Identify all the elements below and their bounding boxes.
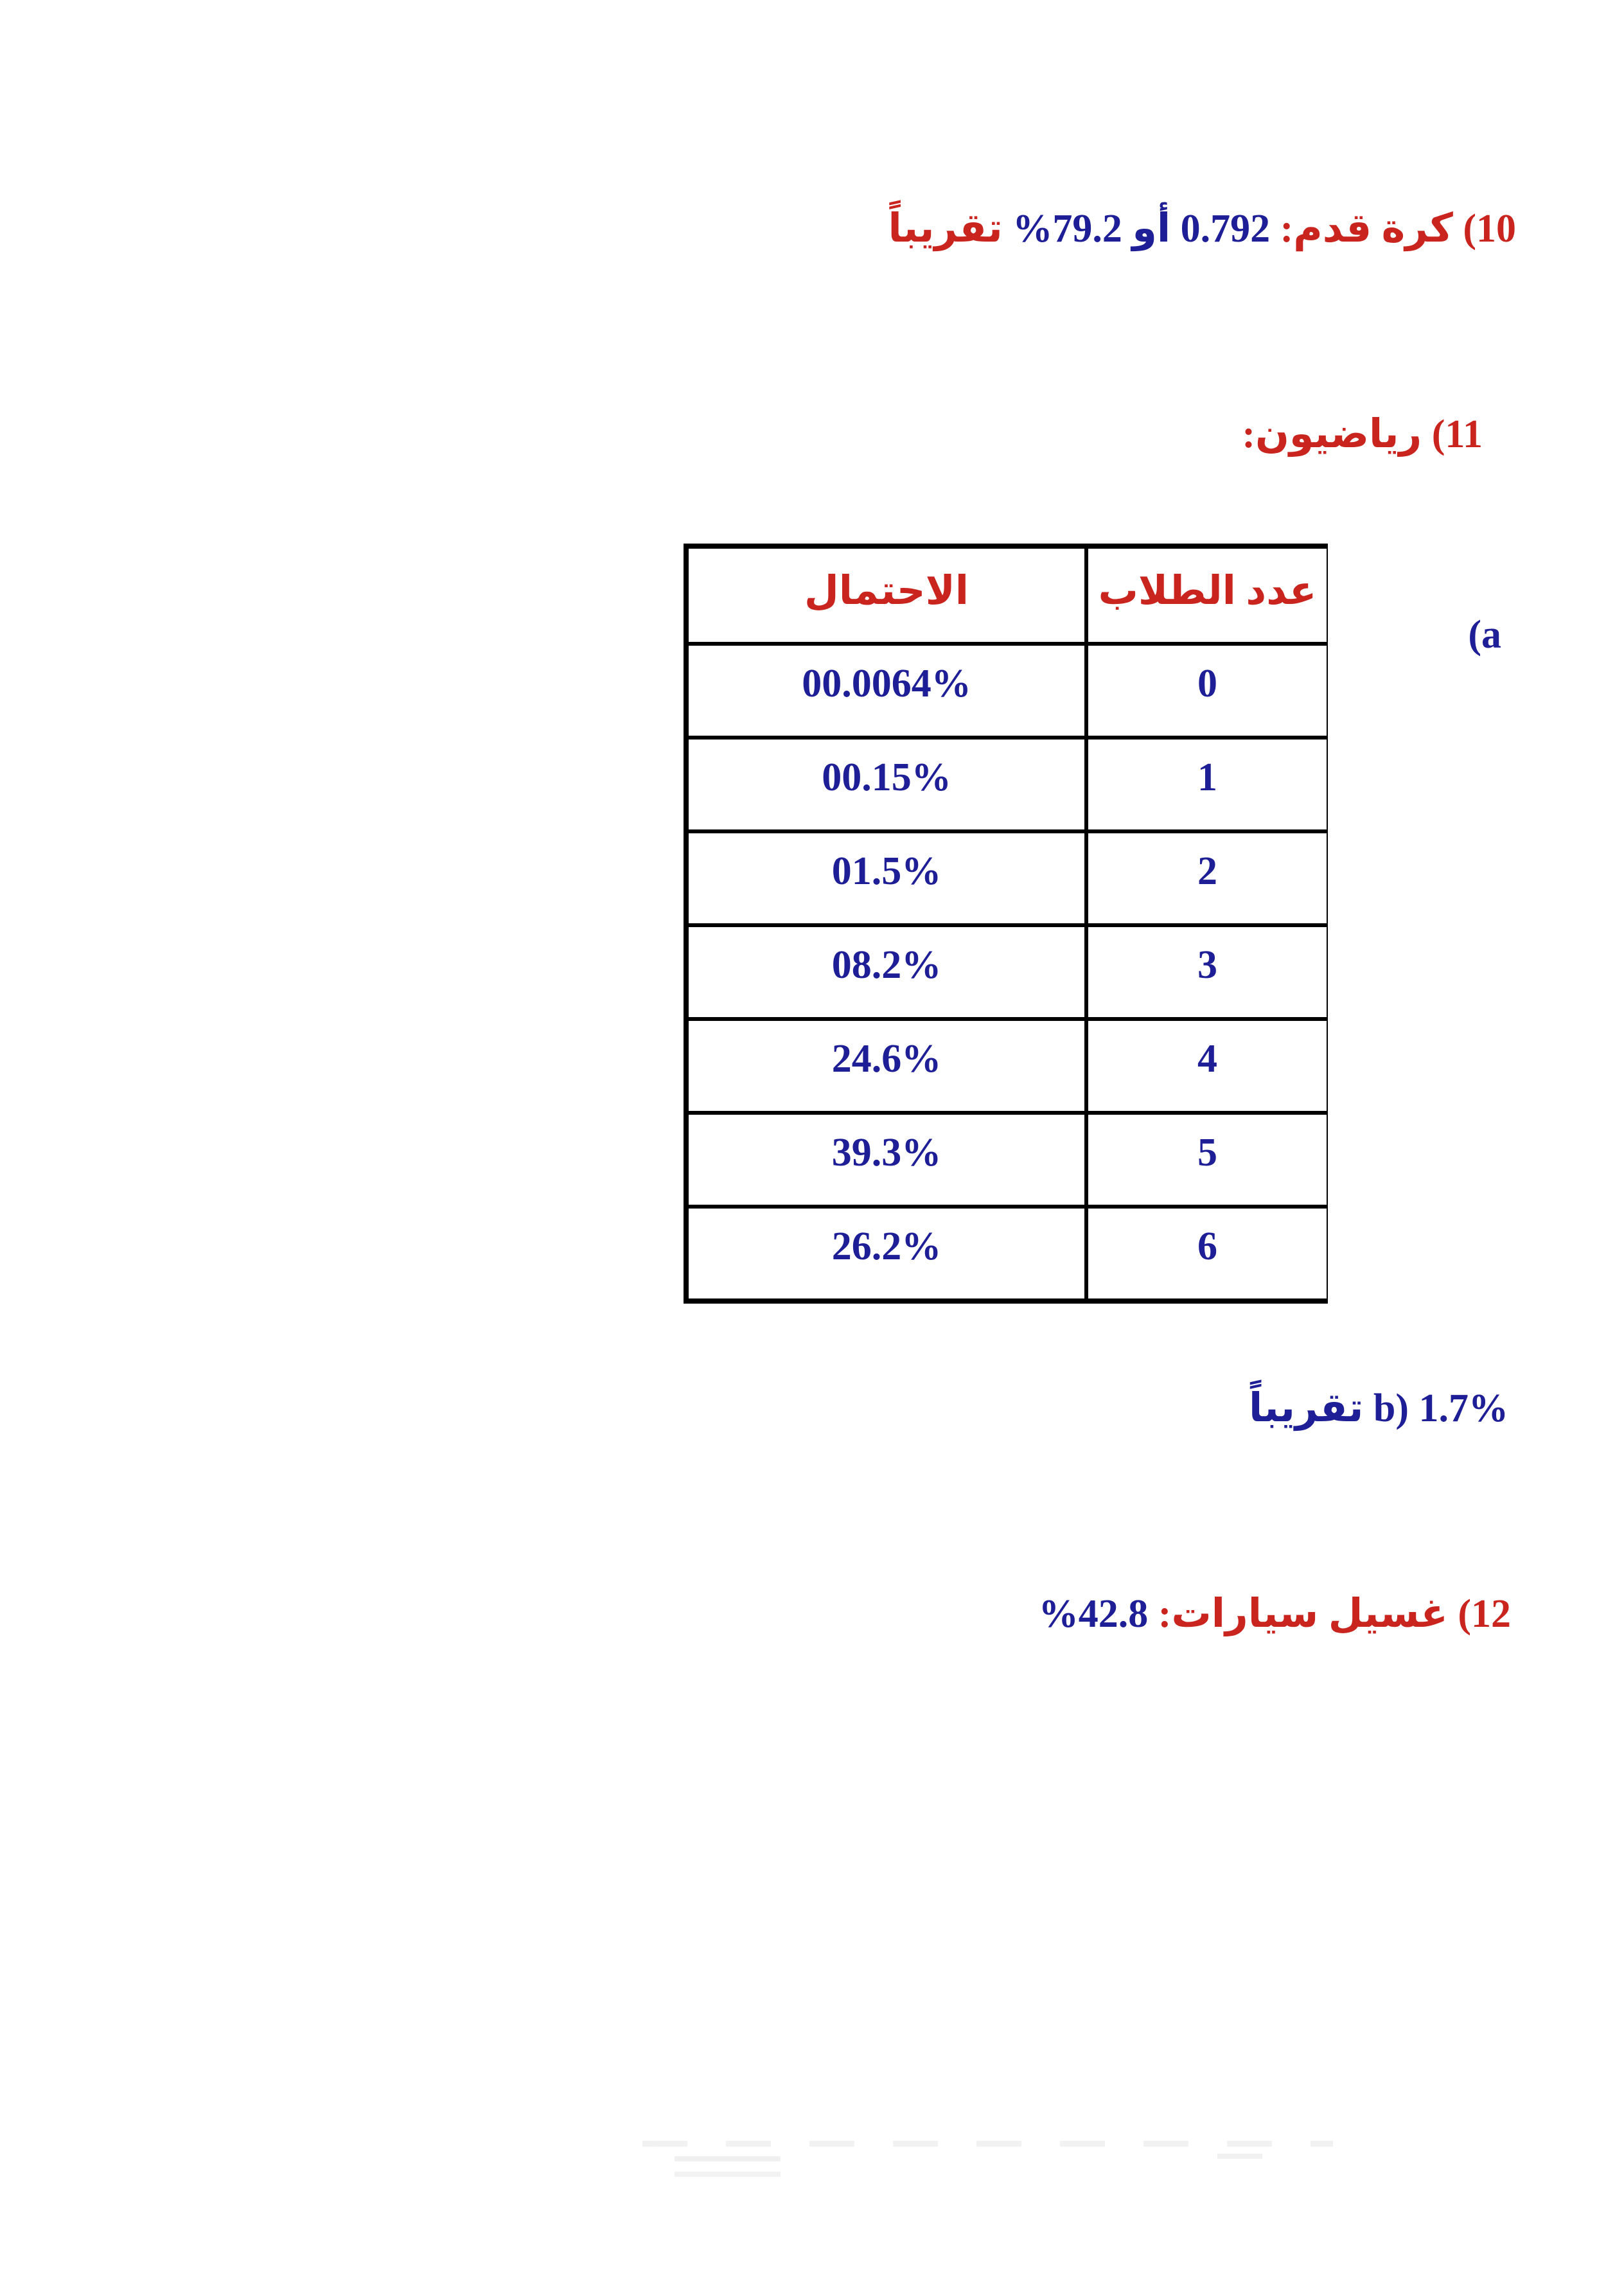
part-a-marker: a) bbox=[1468, 613, 1501, 657]
faint-scan-artifact bbox=[675, 2156, 781, 2161]
q10-value: 0.792 أو 79.2% bbox=[1002, 207, 1271, 251]
table-header-students: عدد الطلاب bbox=[1088, 549, 1327, 642]
answer-line-q10: 10) كرة قدم: 0.792 أو 79.2% تقريباً bbox=[888, 203, 1516, 255]
table-cell-students: 0 bbox=[1088, 646, 1327, 736]
answer-line-q11: 11) رياضيون: bbox=[1242, 412, 1483, 456]
q10-label: 10) كرة قدم: bbox=[1270, 207, 1516, 251]
table-cell-students: 5 bbox=[1088, 1115, 1327, 1205]
table-cell-probability: 26.2% bbox=[689, 1209, 1084, 1298]
table-cell-students: 1 bbox=[1088, 740, 1327, 829]
table-cell-students: 6 bbox=[1088, 1209, 1327, 1298]
faint-scan-artifact bbox=[642, 2141, 1333, 2147]
table-cell-students: 2 bbox=[1088, 833, 1327, 923]
q12-value: 42.8% bbox=[1038, 1592, 1149, 1636]
table-cell-students: 3 bbox=[1088, 927, 1327, 1017]
table-header-probability: الاحتمال bbox=[689, 549, 1084, 642]
q10-approx-word: تقريباً bbox=[888, 207, 1003, 251]
q12-label: 12) غسيل سيارات: bbox=[1148, 1592, 1511, 1636]
answer-line-part-b: b) 1.7% تقريباً bbox=[1249, 1387, 1508, 1430]
faint-scan-artifact bbox=[1217, 2154, 1262, 2159]
faint-scan-artifact bbox=[675, 2172, 781, 2177]
table-cell-probability: 08.2% bbox=[689, 927, 1084, 1017]
table-cell-students: 4 bbox=[1088, 1021, 1327, 1111]
table-cell-probability: 24.6% bbox=[689, 1021, 1084, 1111]
table-cell-probability: 00.15% bbox=[689, 740, 1084, 829]
table-cell-probability: 39.3% bbox=[689, 1115, 1084, 1205]
answer-line-q12: 12) غسيل سيارات: 42.8% bbox=[1039, 1588, 1511, 1640]
table-cell-probability: 01.5% bbox=[689, 833, 1084, 923]
probability-table: الاحتمال عدد الطلاب 00.0064% 0 00.15% 1 … bbox=[684, 544, 1328, 1304]
table-cell-probability: 00.0064% bbox=[689, 646, 1084, 736]
